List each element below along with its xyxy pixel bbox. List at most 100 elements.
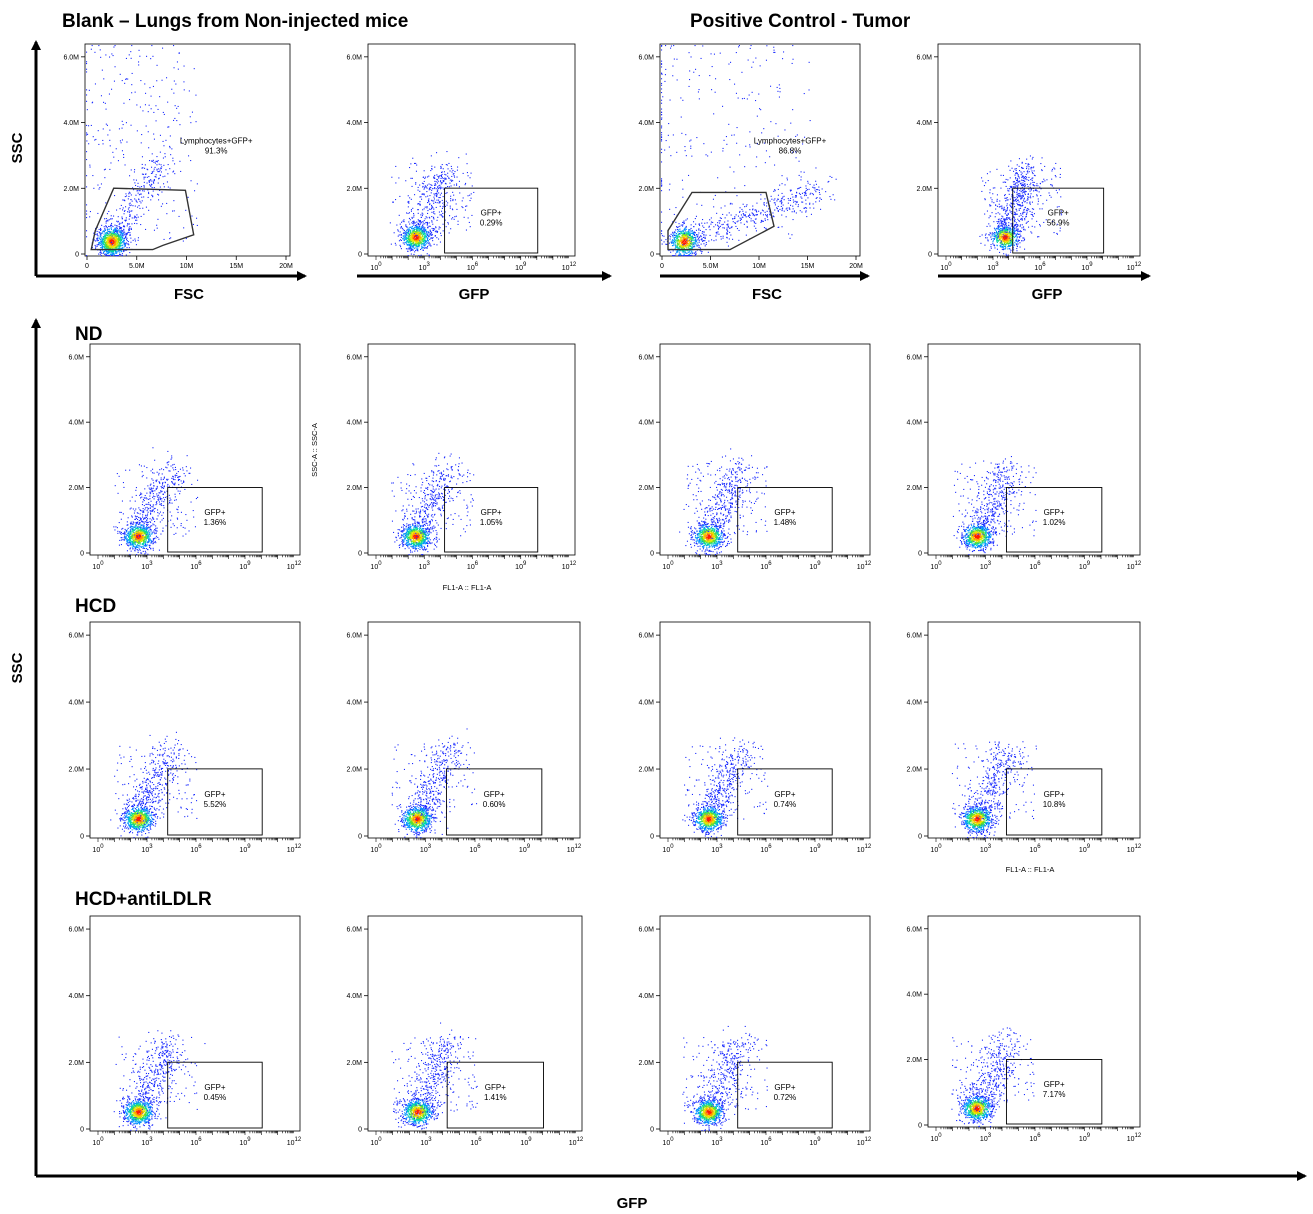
event-dot — [816, 197, 818, 199]
event-dot — [685, 228, 687, 230]
event-dot — [1008, 238, 1010, 240]
event-dot — [679, 240, 681, 242]
event-dot — [1009, 177, 1011, 179]
event-dot — [1008, 238, 1010, 240]
event-dot — [106, 213, 108, 215]
event-dot — [417, 243, 419, 245]
event-dot — [767, 219, 769, 221]
event-dot — [420, 232, 422, 234]
event-dot — [115, 235, 117, 237]
event-dot — [1019, 194, 1021, 196]
event-dot — [120, 241, 122, 243]
event-dot — [795, 201, 797, 203]
event-dot — [420, 237, 422, 239]
event-dot — [97, 212, 99, 214]
event-dot — [724, 205, 726, 207]
event-dot — [406, 244, 408, 246]
event-dot — [1030, 189, 1032, 191]
event-dot — [195, 121, 197, 123]
event-dot — [715, 224, 717, 226]
event-dot — [110, 253, 112, 255]
event-dot — [1020, 182, 1022, 184]
event-dot — [151, 160, 153, 162]
event-dot — [792, 196, 794, 198]
event-dot — [436, 179, 438, 181]
event-dot — [106, 229, 108, 231]
event-dot — [133, 217, 135, 219]
event-dot — [464, 209, 466, 211]
event-dot — [432, 188, 434, 190]
event-dot — [439, 205, 441, 207]
event-dot — [400, 226, 402, 228]
event-dot — [696, 203, 698, 205]
event-dot — [726, 224, 728, 226]
event-dot — [755, 166, 757, 168]
event-dot — [436, 202, 438, 204]
event-dot — [1016, 228, 1018, 230]
event-dot — [146, 55, 148, 57]
panel-1-gate-name: Lymphocytes+GFP+ — [180, 137, 253, 146]
event-dot — [1039, 224, 1041, 226]
event-dot — [688, 174, 690, 176]
event-dot — [440, 167, 442, 169]
event-dot — [688, 52, 690, 54]
event-dot — [172, 160, 174, 162]
event-dot — [440, 183, 442, 185]
event-dot — [705, 229, 707, 231]
event-dot — [402, 220, 404, 222]
event-dot — [804, 195, 806, 197]
event-dot — [1008, 247, 1010, 249]
event-dot — [144, 176, 146, 178]
event-dot — [119, 226, 121, 228]
event-dot — [683, 251, 685, 253]
event-dot — [452, 217, 454, 219]
event-dot — [1028, 209, 1030, 211]
event-dot — [128, 54, 130, 56]
event-dot — [110, 252, 112, 254]
event-dot — [679, 233, 681, 235]
panel-1-xtick-label: 5.0M — [129, 263, 145, 270]
event-dot — [406, 232, 408, 234]
event-dot — [419, 237, 421, 239]
event-dot — [407, 250, 409, 252]
event-dot — [111, 247, 113, 249]
panel-2-gate-name: GFP+ — [481, 209, 502, 218]
event-dot — [424, 223, 426, 225]
event-dot — [413, 231, 415, 233]
panel-3-ytick-label: 2.0M — [638, 186, 654, 193]
event-dot — [999, 251, 1001, 253]
event-dot — [661, 139, 663, 141]
event-dot — [802, 143, 804, 145]
event-dot — [1008, 243, 1010, 245]
event-dot — [679, 253, 681, 255]
event-dot — [450, 185, 452, 187]
event-dot — [419, 241, 421, 243]
event-dot — [114, 228, 116, 230]
event-dot — [1028, 176, 1030, 178]
event-dot — [167, 101, 169, 103]
event-dot — [431, 199, 433, 201]
event-dot — [783, 199, 785, 201]
event-dot — [111, 239, 113, 241]
event-dot — [123, 250, 125, 252]
event-dot — [118, 225, 120, 227]
event-dot — [670, 242, 672, 244]
event-dot — [100, 56, 102, 58]
event-dot — [719, 220, 721, 222]
event-dot — [807, 197, 809, 199]
event-dot — [89, 211, 91, 213]
event-dot — [1006, 242, 1008, 244]
event-dot — [157, 193, 159, 195]
event-dot — [661, 102, 663, 104]
event-dot — [409, 243, 411, 245]
event-dot — [105, 220, 107, 222]
event-dot — [435, 193, 437, 195]
event-dot — [1024, 176, 1026, 178]
event-dot — [466, 205, 468, 207]
event-dot — [97, 184, 99, 186]
event-dot — [105, 234, 107, 236]
event-dot — [411, 217, 413, 219]
event-dot — [670, 47, 672, 49]
event-dot — [452, 173, 454, 175]
event-dot — [1021, 224, 1023, 226]
